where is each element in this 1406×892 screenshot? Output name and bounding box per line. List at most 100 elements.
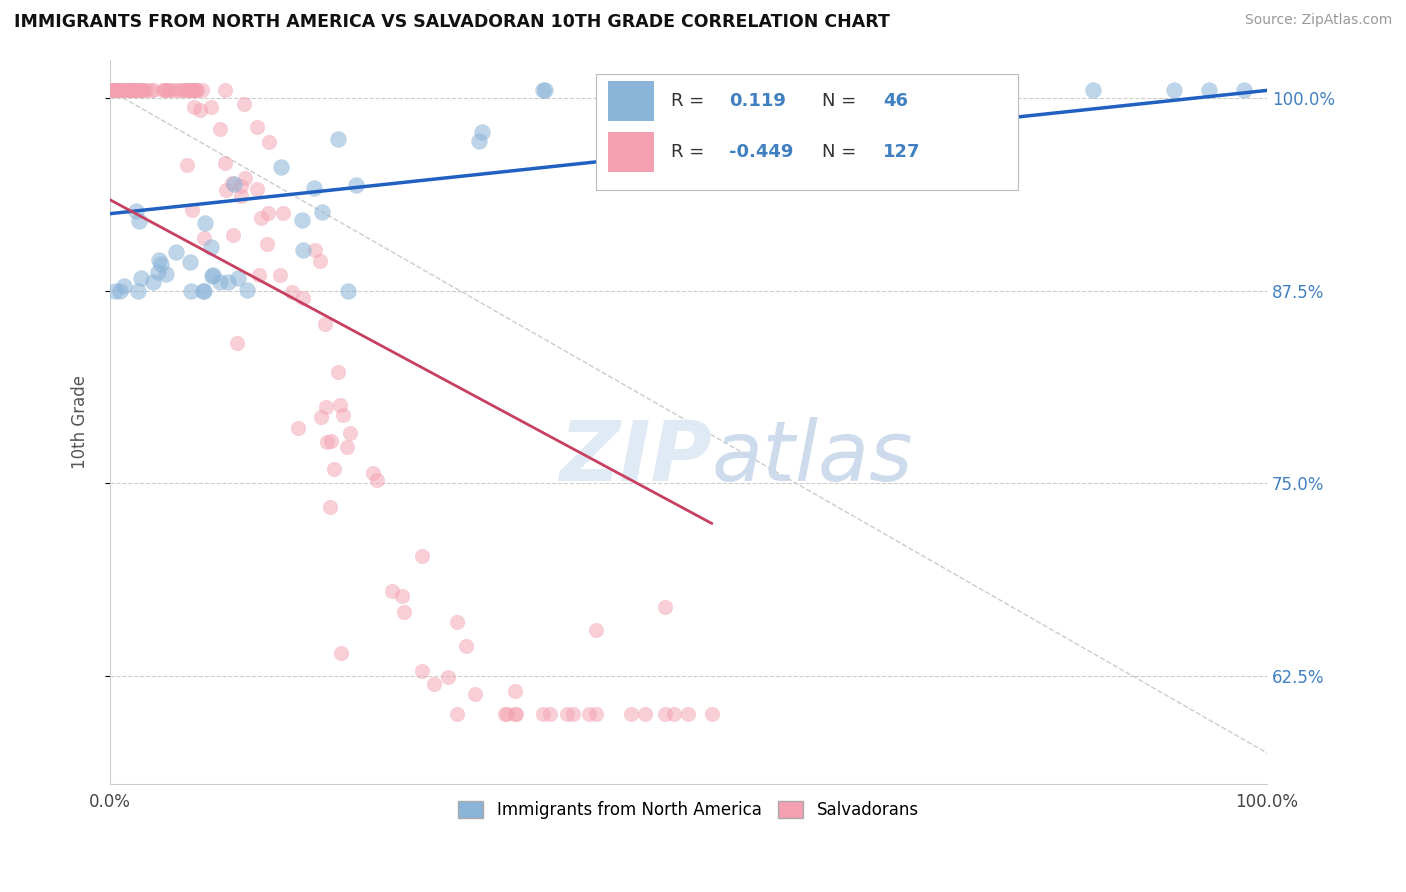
Point (678, 707, 700, 722)
Point (271, 206, 294, 220)
Point (423, 676, 446, 690)
Point (229, 189, 252, 203)
Point (585, 707, 607, 722)
Point (146, 265, 169, 279)
Point (186, 83, 208, 97)
Point (664, 707, 686, 722)
Point (174, 83, 197, 97)
FancyBboxPatch shape (607, 132, 654, 172)
Point (411, 665, 433, 679)
Point (235, 171, 257, 186)
Point (232, 96, 254, 111)
Point (180, 284, 202, 298)
Point (257, 135, 280, 149)
Point (229, 179, 252, 194)
Point (700, 83, 723, 97)
Point (153, 83, 176, 97)
Point (139, 83, 162, 97)
Point (135, 83, 157, 97)
Point (163, 83, 186, 97)
Point (208, 121, 231, 136)
Text: ZIP: ZIP (560, 417, 711, 499)
Text: R =: R = (671, 144, 710, 161)
Point (183, 83, 205, 97)
Point (381, 584, 404, 599)
Point (180, 83, 202, 97)
Point (125, 83, 148, 97)
Text: atlas: atlas (711, 417, 914, 499)
Point (585, 623, 607, 637)
Point (330, 646, 353, 660)
Point (117, 83, 139, 97)
Text: -0.449: -0.449 (728, 144, 793, 161)
Point (122, 83, 145, 97)
Point (505, 707, 527, 722)
Text: N =: N = (821, 92, 862, 110)
Point (496, 707, 519, 722)
Point (121, 83, 143, 97)
Point (112, 278, 135, 293)
Point (172, 83, 194, 97)
Point (291, 244, 314, 258)
Text: Source: ZipAtlas.com: Source: ZipAtlas.com (1244, 13, 1392, 28)
Point (121, 83, 143, 97)
Point (191, 83, 214, 97)
Point (179, 254, 201, 268)
Point (209, 275, 232, 289)
Point (700, 707, 723, 722)
Point (194, 216, 217, 230)
Point (464, 687, 486, 701)
Point (319, 500, 342, 514)
Point (101, 83, 124, 97)
Point (201, 268, 224, 282)
Point (132, 83, 155, 97)
Point (578, 707, 600, 722)
Text: R =: R = (671, 92, 710, 110)
Point (309, 409, 332, 424)
Point (148, 252, 170, 267)
Point (454, 639, 477, 653)
Point (361, 466, 384, 480)
Point (292, 291, 315, 305)
Text: 46: 46 (883, 92, 908, 110)
Point (538, 707, 561, 722)
Point (150, 257, 173, 271)
Point (329, 398, 352, 412)
Point (250, 211, 273, 226)
Point (654, 707, 676, 722)
Point (131, 83, 153, 97)
Point (446, 615, 468, 629)
Point (392, 605, 415, 619)
Point (169, 83, 191, 97)
Point (654, 599, 676, 614)
Point (503, 684, 526, 698)
Point (157, 83, 180, 97)
Point (323, 462, 346, 476)
Point (214, 156, 236, 170)
Point (165, 245, 187, 260)
Point (122, 83, 145, 97)
Point (446, 707, 468, 722)
Point (152, 83, 174, 97)
Point (183, 100, 205, 114)
Point (339, 425, 361, 440)
Point (200, 240, 222, 254)
Point (222, 227, 245, 242)
FancyBboxPatch shape (596, 74, 1018, 190)
Point (533, 707, 555, 722)
Point (105, 83, 128, 97)
Point (217, 275, 239, 289)
Point (117, 83, 139, 97)
Point (142, 275, 165, 289)
Point (555, 707, 578, 722)
Point (366, 473, 388, 487)
Point (391, 589, 413, 603)
Point (503, 707, 526, 722)
Point (108, 284, 131, 298)
Point (302, 181, 325, 195)
Point (1198, 83, 1220, 97)
Point (281, 285, 304, 299)
Point (1083, 83, 1105, 97)
Point (112, 83, 135, 97)
Point (1163, 83, 1185, 97)
